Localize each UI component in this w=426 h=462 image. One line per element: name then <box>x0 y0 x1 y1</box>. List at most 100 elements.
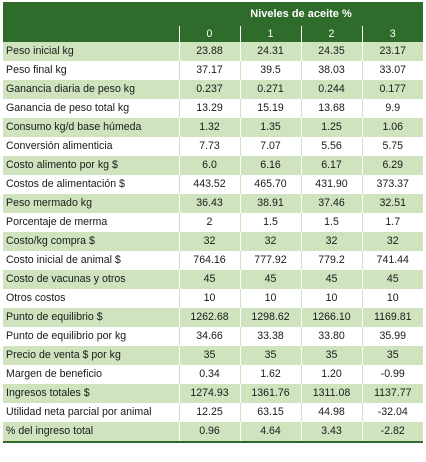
row-value: 6.0 <box>178 156 240 175</box>
table-row: Costos de alimentación $443.52 465.70 431.… <box>3 175 424 194</box>
row-label: Costo alimento por kg $ <box>3 156 179 175</box>
row-label: Costo/kg compra $ <box>3 232 179 251</box>
row-value: 6.29 <box>361 156 424 175</box>
header-corner-sub <box>3 26 179 42</box>
row-value: 0.244 <box>300 80 362 99</box>
row-value: 13.29 <box>178 99 240 118</box>
row-value: 6.17 <box>300 156 362 175</box>
row-value: 23.17 <box>361 42 424 61</box>
row-value: 7.73 <box>178 137 240 156</box>
row-value: 10 <box>361 289 424 308</box>
table-row: Costo alimento por kg $6.0 6.16 6.17 6.29 <box>3 156 424 175</box>
row-label: Margen de beneficio <box>3 365 179 384</box>
row-value: 35 <box>178 346 240 365</box>
row-value: 1169.81 <box>361 308 424 327</box>
row-label: Costos de alimentación $ <box>3 175 179 194</box>
group-title: Niveles de aceite % <box>179 2 424 26</box>
table-row: Conversión alimenticia 7.73 7.07 5.56 5.75 <box>3 137 424 156</box>
row-value: 1.20 <box>300 365 362 384</box>
row-label: % del ingreso total <box>3 422 179 443</box>
row-value: 33.38 <box>239 327 301 346</box>
header-title-row: Niveles de aceite % <box>3 2 424 26</box>
row-value: 15.19 <box>239 99 301 118</box>
row-value: 37.46 <box>300 194 362 213</box>
row-label: Punto de equilibrio $ <box>3 308 179 327</box>
table-row: Ganancia de peso total kg 13.29 15.19 13.68… <box>3 99 424 118</box>
row-value: 779.2 <box>300 251 362 270</box>
row-value: 10 <box>300 289 362 308</box>
row-value: 764.16 <box>178 251 240 270</box>
row-value: 0.96 <box>178 422 240 443</box>
row-value: 45 <box>361 270 424 289</box>
row-value: 6.16 <box>239 156 301 175</box>
row-label: Otros costos <box>3 289 179 308</box>
row-value: 33.07 <box>361 61 424 80</box>
row-value: 777.92 <box>239 251 301 270</box>
row-value: 1.5 <box>239 213 301 232</box>
row-value: 1.25 <box>300 118 362 137</box>
row-value: 1.35 <box>239 118 301 137</box>
row-label: Punto de equilibrio por kg <box>3 327 179 346</box>
row-value: 13.68 <box>300 99 362 118</box>
table-row: Punto de equilibrio por kg 34.66 33.38 33.8… <box>3 327 424 346</box>
level-header: 2 <box>300 26 362 42</box>
row-value: 1298.62 <box>239 308 301 327</box>
row-value: 4.64 <box>239 422 301 443</box>
row-value: 38.03 <box>300 61 362 80</box>
table-row: Punto de equilibrio $1262.68 1298.62 1266.… <box>3 308 424 327</box>
table-row: % del ingreso total 0.96 4.64 3.43 -2.82 <box>3 422 424 443</box>
row-value: 34.66 <box>178 327 240 346</box>
row-value: 0.237 <box>178 80 240 99</box>
row-value: 63.15 <box>239 403 301 422</box>
data-table-container: Niveles de aceite % 0 1 2 3 Peso inicial… <box>3 2 424 443</box>
row-value: 443.52 <box>178 175 240 194</box>
row-value: 7.07 <box>239 137 301 156</box>
table-row: Utilidad neta parcial por animal 12.25 63.… <box>3 403 424 422</box>
row-value: 465.70 <box>239 175 301 194</box>
table-row: Costo/kg compra $32 32 32 32 <box>3 232 424 251</box>
row-value: 2 <box>178 213 240 232</box>
row-value: 1.32 <box>178 118 240 137</box>
row-value: 1137.77 <box>361 384 424 403</box>
row-value: 35.99 <box>361 327 424 346</box>
table-row: Margen de beneficio 0.34 1.62 1.20 -0.99 <box>3 365 424 384</box>
row-label: Utilidad neta parcial por animal <box>3 403 179 422</box>
table-row: Peso mermado kg 36.43 38.91 37.46 32.51 <box>3 194 424 213</box>
row-label: Peso final kg <box>3 61 179 80</box>
row-value: 1.62 <box>239 365 301 384</box>
table-row: Peso final kg 37.17 39.5 38.03 33.07 <box>3 61 424 80</box>
row-value: 38.91 <box>239 194 301 213</box>
row-value: 12.25 <box>178 403 240 422</box>
table-row: Peso inicial kg 23.88 24.31 24.35 23.17 <box>3 42 424 61</box>
row-value: -2.82 <box>361 422 424 443</box>
row-label: Conversión alimenticia <box>3 137 179 156</box>
row-value: 35 <box>300 346 362 365</box>
row-value: 373.37 <box>361 175 424 194</box>
row-label: Ganancia de peso total kg <box>3 99 179 118</box>
row-value: 45 <box>178 270 240 289</box>
row-value: 39.5 <box>239 61 301 80</box>
row-value: 1.06 <box>361 118 424 137</box>
row-label: Consumo kg/d base húmeda <box>3 118 179 137</box>
row-value: 24.35 <box>300 42 362 61</box>
row-label: Ganancia diaria de peso kg <box>3 80 179 99</box>
row-label: Costo inicial de animal $ <box>3 251 179 270</box>
row-value: 10 <box>239 289 301 308</box>
row-value: 24.31 <box>239 42 301 61</box>
row-value: 9.9 <box>361 99 424 118</box>
table-row: Costo de vacunas y otros 45 45 45 45 <box>3 270 424 289</box>
row-value: 1262.68 <box>178 308 240 327</box>
row-value: 32 <box>178 232 240 251</box>
row-value: 10 <box>178 289 240 308</box>
level-header: 3 <box>361 26 424 42</box>
row-value: 45 <box>239 270 301 289</box>
row-value: 1311.08 <box>300 384 362 403</box>
row-label: Peso inicial kg <box>3 42 179 61</box>
row-value: 1361.76 <box>239 384 301 403</box>
row-value: 3.43 <box>300 422 362 443</box>
level-header: 0 <box>178 26 240 42</box>
table-row: Precio de venta $ por kg 35 35 35 35 <box>3 346 424 365</box>
row-value: 37.17 <box>178 61 240 80</box>
row-value: 1274.93 <box>178 384 240 403</box>
header-corner <box>3 2 179 26</box>
